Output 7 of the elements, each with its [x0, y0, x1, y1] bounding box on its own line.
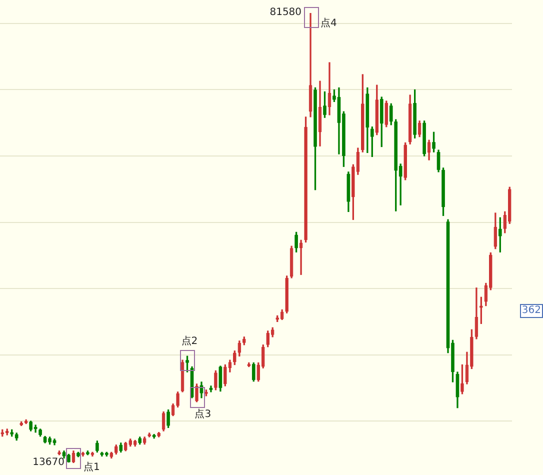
- annotation: 点1: [83, 462, 100, 474]
- annotation: 点3: [194, 408, 212, 421]
- annotation: 点2: [181, 336, 198, 348]
- annotation: 81580: [270, 7, 302, 19]
- annotation: 点4: [320, 18, 337, 30]
- text: 362: [520, 304, 543, 318]
- annotation: 13670: [32, 457, 64, 469]
